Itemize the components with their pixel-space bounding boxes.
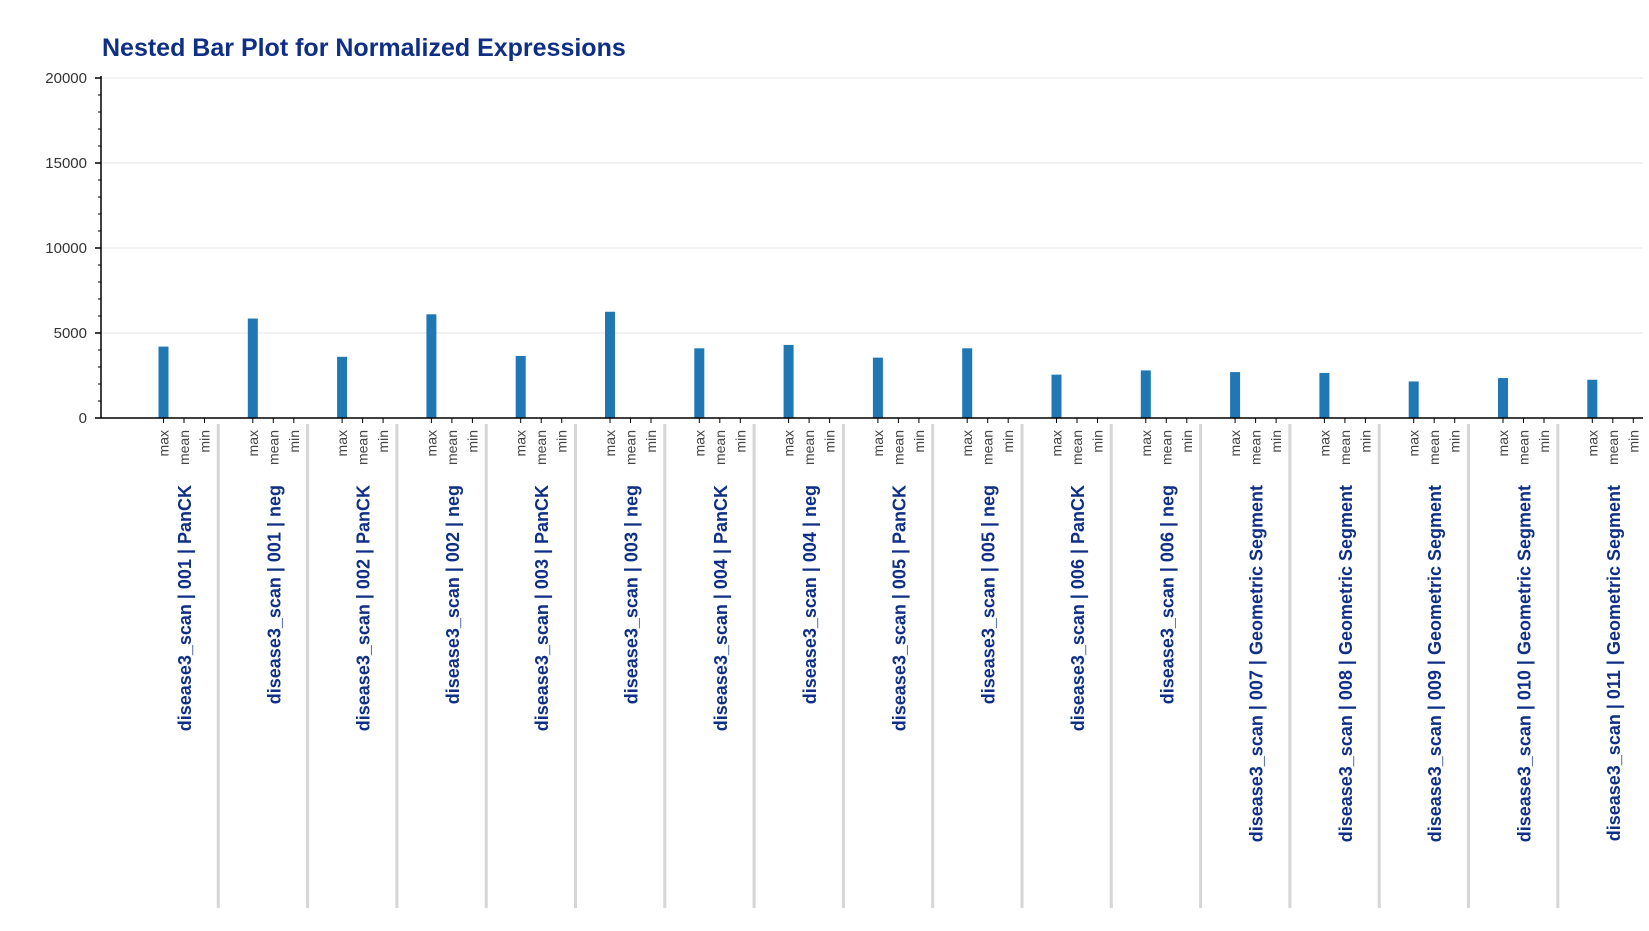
subcategory-label: mean (890, 430, 906, 465)
subcategory-label: max (691, 430, 707, 456)
subcategory-label: mean (1426, 430, 1442, 465)
subcategory-label: max (156, 430, 172, 456)
subcategory-label: mean (1605, 430, 1621, 465)
subcategory-label: mean (176, 430, 192, 465)
group-label: disease3_scan | 001 | PanCK (175, 485, 195, 731)
group-label: disease3_scan | 011 | Geometric Segment (1604, 485, 1624, 841)
subcategory-label: mean (801, 430, 817, 465)
group-label: disease3_scan | 002 | neg (443, 485, 463, 704)
group-label: disease3_scan | 010 | Geometric Segment (1515, 485, 1535, 842)
group-label: disease3_scan | 001 | neg (264, 485, 284, 704)
bar (1498, 378, 1508, 418)
bar (1230, 372, 1241, 418)
subcategory-label: min (554, 430, 570, 453)
group-label: disease3_scan | 002 | PanCK (354, 485, 374, 731)
subcategory-label: min (1000, 430, 1016, 453)
group-label: disease3_scan | 003 | PanCK (532, 485, 552, 731)
subcategory-label: mean (712, 430, 728, 465)
subcategory-label: min (286, 430, 302, 453)
subcategory-label: max (1138, 430, 1154, 456)
group-separators (216, 424, 1560, 908)
group-label: disease3_scan | 004 | PanCK (711, 485, 731, 731)
subcategory-label: min (1090, 430, 1106, 453)
group-label: disease3_scan | 006 | PanCK (1068, 485, 1088, 731)
subcategory-label: min (1447, 430, 1463, 453)
subcategory-label: min (1357, 430, 1373, 453)
subcategory-label: mean (1248, 430, 1264, 465)
subcategory-label: max (423, 430, 439, 456)
subcategory-label: min (1536, 430, 1552, 453)
grid-lines (101, 77, 1643, 334)
subcategory-label: max (1227, 430, 1243, 456)
subcategory-label: max (334, 430, 350, 456)
y-tick-label: 10000 (45, 240, 87, 257)
subcategory-label: mean (533, 430, 549, 465)
subcategory-label: max (602, 430, 618, 456)
subcategory-label: mean (980, 430, 996, 465)
subcategory-label: max (1049, 430, 1065, 456)
bar (605, 311, 615, 418)
bar (962, 348, 973, 418)
subcategory-label: max (1584, 430, 1600, 456)
subcategory-label: min (911, 430, 927, 453)
group-label: disease3_scan | 009 | Geometric Segment (1425, 485, 1445, 842)
bar (158, 346, 169, 418)
subcategory-label: min (375, 430, 391, 453)
subcategory-label: max (781, 430, 797, 456)
subcategory-label: max (1495, 430, 1511, 456)
bar (1319, 372, 1330, 418)
bar (1587, 379, 1598, 418)
bar (1051, 374, 1062, 418)
y-tick-label: 5000 (54, 325, 87, 342)
subcategory-label: min (464, 430, 480, 453)
group-label: disease3_scan | 006 | neg (1157, 485, 1177, 704)
group-label: disease3_scan | 008 | Geometric Segment (1336, 485, 1356, 842)
bar (247, 318, 258, 418)
subcategory-label: mean (444, 430, 460, 465)
subcategory-label: min (643, 430, 659, 453)
subcategory-label: min (197, 430, 213, 453)
subcategory-label: min (822, 430, 838, 453)
subcategory-label: max (870, 430, 886, 456)
group-labels: disease3_scan | 001 | PanCK disease3_scan… (175, 485, 1624, 842)
subcategory-label: max (959, 430, 975, 456)
bar (337, 356, 348, 418)
y-tick-label: 20000 (45, 70, 87, 87)
axes (100, 76, 1643, 423)
subcategory-label: min (732, 430, 748, 453)
bar (1408, 381, 1419, 418)
subcategory-label: mean (623, 430, 639, 465)
subcategory-label: min (1179, 430, 1195, 453)
y-axis-ticks: 0 5000 10000 15000 20000 (45, 70, 101, 427)
bar (694, 348, 705, 418)
y-tick-label: 15000 (45, 155, 87, 172)
group-label: disease3_scan | 005 | neg (979, 485, 999, 704)
bar (872, 357, 883, 418)
bar (515, 355, 526, 418)
subcategory-label: mean (1158, 430, 1174, 465)
subcategory-label: max (1406, 430, 1422, 456)
subcategory-labels: max mean min max mean min max mean min max mean min… (156, 430, 1642, 465)
y-tick-label: 0 (79, 410, 87, 427)
subcategory-label: max (1316, 430, 1332, 456)
chart-title: Nested Bar Plot for Normalized Expressio… (102, 34, 626, 62)
subcategory-label: mean (265, 430, 281, 465)
bar (426, 314, 437, 418)
subcategory-label: max (513, 430, 529, 456)
bars (158, 311, 1598, 418)
group-label: disease3_scan | 007 | Geometric Segment (1247, 485, 1267, 842)
subcategory-label: mean (1069, 430, 1085, 465)
subcategory-label: max (245, 430, 261, 456)
subcategory-label: mean (355, 430, 371, 465)
bar (783, 344, 794, 418)
group-label: disease3_scan | 005 | PanCK (889, 485, 909, 731)
subcategory-label: min (1268, 430, 1284, 453)
group-label: disease3_scan | 004 | neg (800, 485, 820, 704)
bar (1140, 370, 1151, 418)
group-label: disease3_scan | 003 | neg (622, 485, 642, 704)
subcategory-label: mean (1337, 430, 1353, 465)
subcategory-label: min (1625, 430, 1641, 453)
subcategory-label: mean (1516, 430, 1532, 465)
